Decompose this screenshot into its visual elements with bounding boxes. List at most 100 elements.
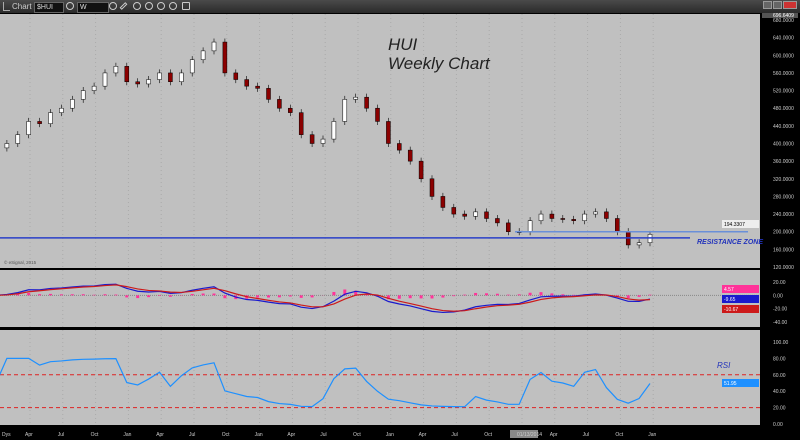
macd-histogram-bar	[114, 294, 118, 296]
price-tick-label: 280.0000	[773, 194, 794, 200]
rsi-line	[0, 357, 651, 408]
rsi-tick-label: 40.00	[773, 389, 786, 395]
macd-histogram-bar	[277, 295, 281, 298]
rsi-label: RSI	[717, 361, 731, 370]
macd-histogram-bar	[212, 293, 216, 296]
candle	[615, 218, 620, 232]
x-axis-label: Jul	[451, 432, 457, 438]
macd-histogram-bar	[201, 293, 205, 296]
candle	[146, 79, 151, 85]
macd-histogram-bar	[441, 295, 445, 298]
candle	[538, 213, 544, 221]
candle	[157, 72, 162, 80]
candle	[211, 41, 217, 52]
price-tick-label: 120.0000	[773, 265, 794, 271]
macd-histogram-bar	[419, 295, 423, 299]
x-axis-label: Oct	[222, 432, 230, 438]
last-price-tag-text: 194.3307	[724, 222, 745, 228]
price-tick-label: 240.0000	[773, 212, 794, 218]
candle	[397, 143, 402, 151]
restore-button[interactable]	[763, 1, 772, 9]
price-tick-label: 400.0000	[773, 142, 794, 148]
candle	[636, 242, 642, 246]
price-tick-label: 640.0000	[773, 36, 794, 42]
macd-histogram-bar	[147, 295, 151, 298]
macd-histogram-bar	[343, 289, 347, 296]
macd-histogram-bar	[626, 295, 630, 299]
macd-histogram-bar	[430, 295, 434, 299]
candle	[48, 112, 53, 124]
x-axis-label: Apr	[550, 432, 558, 438]
candle	[298, 112, 304, 135]
candle	[80, 90, 86, 100]
candle	[255, 85, 260, 89]
chart-area[interactable]: 680.0000 640.0000 600.0000 560.0000 520.0000…	[0, 13, 800, 440]
minimize-button[interactable]	[773, 1, 782, 9]
candle	[386, 121, 391, 144]
candle	[288, 107, 293, 113]
macd-histogram-bar	[267, 295, 270, 298]
candle	[593, 211, 598, 215]
gear-icon[interactable]	[157, 2, 165, 10]
chart-title: HUI	[388, 35, 418, 54]
x-axis-label: Jan	[648, 432, 656, 438]
link-icon[interactable]	[169, 2, 177, 10]
display-icon[interactable]	[182, 2, 190, 10]
window-title: Chart	[12, 2, 32, 11]
x-axis-label: Jan	[255, 432, 263, 438]
price-tick-label: 520.0000	[773, 89, 794, 95]
candle	[113, 66, 119, 74]
chart-subtitle: Weekly Chart	[388, 54, 491, 73]
zoom-icon[interactable]	[145, 2, 153, 10]
macd-histogram-bar	[81, 294, 85, 296]
macd-histogram-bar	[223, 295, 227, 299]
macd-histogram-bar	[310, 295, 314, 298]
macd-histogram-bar	[517, 294, 521, 296]
candle	[91, 85, 97, 91]
rsi-value-tag	[722, 379, 759, 387]
price-tick-label: 480.0000	[773, 106, 794, 112]
candle	[418, 160, 424, 180]
macd-histogram-bar	[27, 292, 31, 296]
candle	[462, 213, 467, 217]
macd-histogram-bar	[288, 295, 292, 297]
macd-histogram-bar	[125, 295, 129, 298]
macd-histogram-bar	[136, 295, 140, 299]
symbol-value: $HUI	[37, 4, 53, 11]
candle	[4, 143, 10, 149]
x-axis-corner: Dys	[2, 432, 11, 438]
macd-histogram-bar	[92, 294, 96, 296]
candle	[222, 41, 228, 74]
zoom-out-icon[interactable]	[133, 2, 141, 10]
candle	[549, 213, 555, 219]
macd-histogram-bar	[539, 292, 543, 296]
signal-line	[0, 284, 651, 312]
interval-select[interactable]: W	[77, 2, 109, 13]
macd-histogram-bar	[386, 295, 390, 300]
x-axis-label: Jul	[189, 432, 195, 438]
watermark: © eSignal, 2015	[4, 259, 37, 265]
candle	[582, 213, 587, 221]
macd-histogram-bar	[506, 294, 510, 296]
candle	[135, 81, 140, 85]
settings-icon[interactable]	[66, 2, 74, 10]
candle	[604, 211, 609, 219]
macd-histogram-tag-text: 4.57	[724, 287, 734, 293]
close-button[interactable]	[783, 1, 797, 9]
rsi-value-tag-text: 51.95	[724, 381, 737, 387]
top-value: 696.6409	[773, 13, 794, 19]
candle	[495, 218, 500, 224]
x-axis-label: Jul	[320, 432, 326, 438]
symbol-input[interactable]: $HUI	[34, 2, 64, 13]
candle	[527, 220, 533, 232]
macd-histogram-bar	[49, 293, 52, 296]
candle	[59, 107, 64, 113]
macd-histogram-bar	[550, 293, 554, 296]
candle	[179, 72, 184, 82]
clock-icon[interactable]	[109, 2, 117, 10]
pencil-icon[interactable]	[119, 2, 128, 10]
candle	[15, 134, 21, 144]
rsi-pane	[0, 330, 760, 425]
macd-tick-label: -20.00	[773, 307, 787, 313]
macd-histogram-bar	[408, 295, 412, 299]
